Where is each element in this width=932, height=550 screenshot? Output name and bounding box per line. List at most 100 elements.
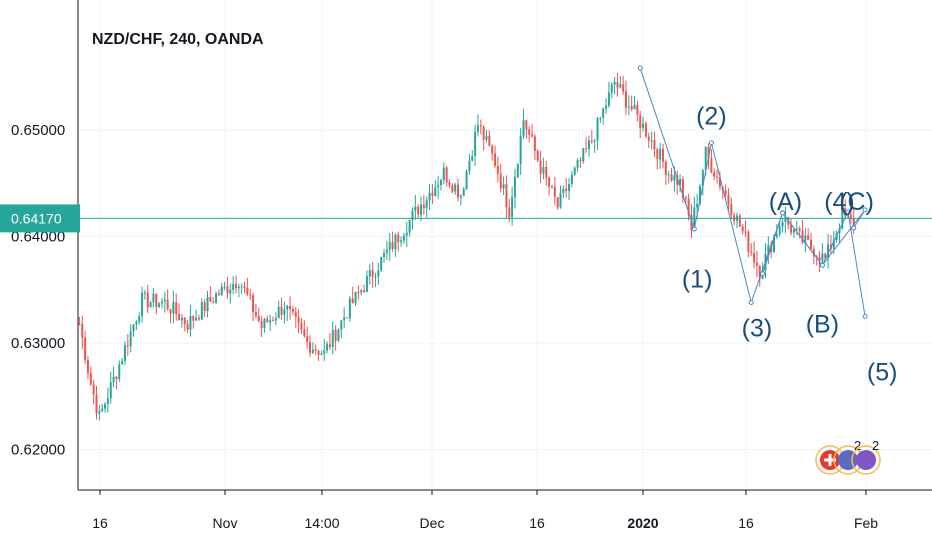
candle-body: [707, 146, 710, 159]
candle-body: [294, 311, 297, 318]
candle-body: [679, 179, 682, 186]
candle-body: [439, 180, 442, 186]
candle-body: [260, 321, 263, 329]
candle-body: [585, 148, 588, 150]
candle-body: [673, 175, 676, 181]
candle-body: [659, 148, 662, 160]
candle-body: [314, 349, 317, 351]
candle-body: [647, 136, 650, 141]
candle-body: [200, 302, 203, 320]
candle-body: [622, 84, 625, 92]
candle-body: [115, 376, 118, 380]
candle-body: [209, 297, 212, 302]
candle-body: [309, 342, 311, 353]
candle-body: [559, 193, 562, 208]
candle-body: [519, 135, 522, 164]
candle-body: [661, 148, 664, 162]
candle-body: [522, 120, 525, 136]
candle-body: [351, 298, 354, 304]
candle-body: [166, 299, 169, 309]
candle-body: [511, 197, 514, 218]
candle-body: [143, 292, 146, 294]
candle-body: [570, 174, 573, 184]
candle-body: [482, 126, 485, 140]
candle-body: [363, 290, 366, 292]
candle-body: [92, 384, 95, 395]
candle-body: [531, 134, 534, 137]
wave-labels: (2) (1) (A) (4)(C) (3) (B) (5): [682, 103, 898, 387]
candle-body: [274, 318, 277, 321]
candle-body: [750, 251, 753, 254]
event-count: 2: [854, 438, 861, 453]
candle-body: [272, 320, 274, 322]
candle-body: [642, 123, 645, 128]
candle-body: [340, 320, 343, 330]
candle-body: [545, 167, 548, 178]
candle-body: [405, 232, 408, 236]
candle-body: [832, 240, 835, 249]
candle-body: [422, 204, 425, 209]
candle-body: [397, 234, 400, 243]
candle-body: [573, 167, 576, 175]
event-dot: [838, 450, 858, 470]
wave-point: [708, 140, 714, 146]
wave-label: (1): [682, 266, 713, 294]
candle-body: [89, 372, 92, 385]
candle-body: [343, 317, 346, 321]
candle-body: [229, 289, 232, 294]
candle-body: [420, 204, 423, 215]
candle-body: [451, 185, 454, 192]
candle-body: [146, 292, 149, 308]
candle-body: [801, 230, 804, 243]
candle-body: [568, 183, 571, 192]
candle-body: [699, 185, 701, 204]
wave-point: [819, 262, 825, 268]
candle-body: [485, 135, 488, 140]
candle-body: [360, 290, 363, 293]
candle-body: [602, 108, 605, 118]
candle-body: [488, 135, 491, 146]
candle-body: [243, 286, 246, 288]
candle-body: [536, 150, 539, 161]
wave-label: (A): [769, 188, 802, 216]
x-tick-label: 16: [738, 515, 754, 531]
candle-body: [86, 360, 89, 373]
candle-body: [636, 104, 639, 115]
candle-body: [277, 306, 280, 319]
candle-body: [516, 163, 519, 177]
candle-body: [474, 131, 477, 157]
candle-body: [815, 256, 818, 258]
candle-body: [619, 84, 622, 88]
candle-body: [183, 317, 186, 325]
candle-body: [126, 345, 129, 347]
candle-body: [804, 235, 807, 243]
candle-body: [576, 160, 579, 168]
candle-body: [605, 105, 608, 109]
candle-body: [593, 140, 596, 142]
candle-body: [670, 174, 673, 181]
candle-body: [644, 123, 647, 137]
candle-body: [155, 293, 158, 308]
candle-body: [687, 198, 690, 216]
candle-body: [391, 242, 394, 250]
candle-body: [459, 195, 462, 198]
candle-body: [371, 270, 374, 277]
wave-label: (3): [742, 315, 773, 343]
gridlines: [78, 0, 932, 490]
candle-body: [408, 219, 411, 233]
candle-body: [753, 253, 756, 263]
event-icon[interactable]: 2: [851, 438, 881, 475]
candle-body: [818, 256, 821, 261]
candle-body: [172, 302, 175, 314]
y-axis[interactable]: 0.65000 0.64000 0.63000 0.62000: [11, 122, 65, 459]
x-axis[interactable]: 16 Nov 14:00 Dec 16 2020 16 Feb: [92, 490, 878, 531]
current-price-label: 0.64170: [11, 210, 62, 226]
x-tick-label: 14:00: [304, 515, 339, 531]
candle-body: [587, 140, 590, 149]
candle-body: [106, 398, 109, 404]
candle-body: [169, 308, 172, 314]
candle-body: [807, 235, 810, 240]
candle-body: [607, 92, 610, 106]
